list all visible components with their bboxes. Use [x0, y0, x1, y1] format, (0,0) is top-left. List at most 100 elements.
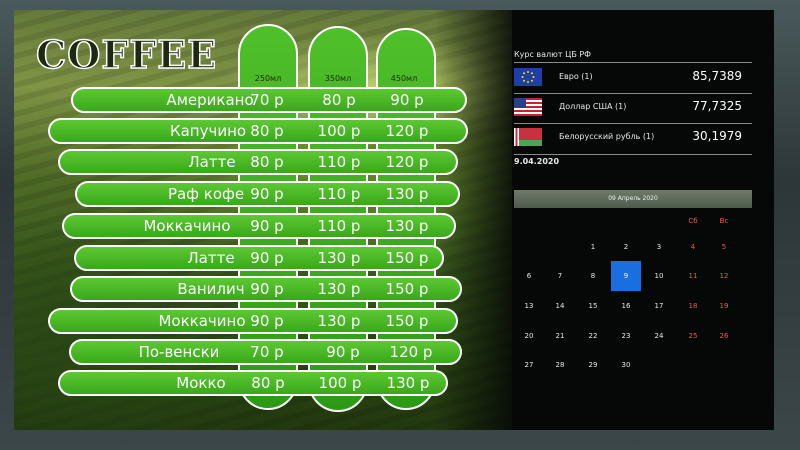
calendar-header: 09 Апрель 2020	[514, 190, 752, 208]
drink-name: Американо	[166, 91, 254, 109]
calendar-day: 4	[690, 243, 696, 251]
size-label-250: 250мл	[254, 74, 282, 83]
drink-name: Мокко	[176, 374, 226, 392]
calendar-day: 10	[654, 272, 664, 280]
calendar-day: 21	[555, 332, 565, 340]
calendar-day: 7	[557, 272, 563, 280]
currency-row-byn: Белорусский рубль (1) 30,1979	[514, 128, 754, 150]
menu-row: Капучино 80 р 100 р 120 р	[48, 118, 468, 144]
calendar-day: 28	[555, 361, 565, 369]
price-small: 90 р	[250, 312, 284, 330]
calendar-day: 11	[688, 272, 698, 280]
calendar-day: 22	[588, 332, 598, 340]
rates-date: 9.04.2020	[514, 157, 560, 166]
menu-row: По-венски 70 р 90 р 120 р	[69, 339, 462, 365]
price-small: 80 р	[251, 374, 285, 392]
calendar-day: 25	[688, 332, 698, 340]
price-small: 80 р	[250, 122, 284, 140]
drink-name: Моккачино	[158, 312, 246, 330]
drink-name: Латте	[187, 249, 235, 267]
menu-row: Мокко 80 р 100 р 130 р	[58, 370, 448, 396]
price-small: 90 р	[250, 280, 284, 298]
calendar-day: 8	[590, 272, 596, 280]
price-small: 80 р	[250, 153, 284, 171]
us-flag-icon	[514, 98, 542, 116]
calendar-day: 9	[611, 261, 641, 291]
currency-name: Доллар США (1)	[559, 102, 627, 111]
price-large: 150 р	[385, 280, 429, 298]
price-medium: 130 р	[317, 280, 361, 298]
price-large: 120 р	[389, 343, 433, 361]
weekday-label-sun: Вс	[719, 217, 729, 225]
price-medium: 130 р	[317, 249, 361, 267]
price-small: 90 р	[250, 217, 284, 235]
drink-name: Капучино	[169, 122, 247, 140]
calendar-day: 18	[688, 302, 698, 310]
price-medium: 100 р	[318, 374, 362, 392]
calendar-day: 27	[524, 361, 534, 369]
price-medium: 100 р	[317, 122, 361, 140]
price-large: 130 р	[385, 217, 429, 235]
price-small: 90 р	[250, 185, 284, 203]
calendar-day: 12	[719, 272, 729, 280]
currency-name: Белорусский рубль (1)	[559, 132, 655, 141]
info-panel	[512, 10, 774, 430]
calendar-day: 6	[526, 272, 532, 280]
drink-name: Ванилич	[177, 280, 245, 298]
drink-name: По-венски	[138, 343, 220, 361]
divider	[514, 123, 752, 124]
currency-value: 85,7389	[692, 69, 742, 83]
calendar-day: 2	[623, 243, 629, 251]
menu-title: COFFEE	[35, 31, 218, 78]
price-medium: 110 р	[317, 185, 361, 203]
price-small: 70 р	[250, 343, 284, 361]
calendar-day: 26	[719, 332, 729, 340]
currency-name: Евро (1)	[559, 72, 593, 81]
menu-row: Латте 90 р 130 р 150 р	[74, 245, 444, 271]
by-flag-icon	[514, 128, 542, 146]
size-label-450: 450мл	[390, 74, 418, 83]
price-large: 130 р	[386, 374, 430, 392]
price-large: 90 р	[390, 91, 424, 109]
calendar-day: 14	[555, 302, 565, 310]
calendar-day: 1	[590, 243, 596, 251]
calendar-day: 15	[588, 302, 598, 310]
menu-row: Американо 70 р 80 р 90 р	[71, 87, 467, 113]
price-small: 90 р	[250, 249, 284, 267]
price-large: 150 р	[385, 312, 429, 330]
weekday-label-sat: Сб	[688, 217, 698, 225]
divider	[514, 93, 752, 94]
display-screen: COFFEE 250мл 350мл 450мл Американо 70 р …	[14, 10, 774, 430]
calendar-day: 19	[719, 302, 729, 310]
menu-row: Латте 80 р 110 р 120 р	[58, 149, 458, 175]
calendar-day: 23	[621, 332, 631, 340]
currency-value: 30,1979	[692, 129, 742, 143]
drink-name: Латте	[188, 153, 236, 171]
drink-name: Раф кофе	[167, 185, 245, 203]
calendar-day: 20	[524, 332, 534, 340]
drink-name: Моккачино	[143, 217, 231, 235]
price-large: 120 р	[385, 153, 429, 171]
menu-row: Моккачино 90 р 110 р 130 р	[62, 213, 456, 239]
menu-row: Моккачино 90 р 130 р 150 р	[48, 308, 458, 334]
calendar-day: 16	[621, 302, 631, 310]
calendar-day: 24	[654, 332, 664, 340]
price-large: 120 р	[385, 122, 429, 140]
price-medium: 90 р	[326, 343, 360, 361]
price-medium: 130 р	[317, 312, 361, 330]
divider	[514, 154, 752, 155]
price-large: 150 р	[385, 249, 429, 267]
price-medium: 110 р	[317, 153, 361, 171]
price-large: 130 р	[385, 185, 429, 203]
menu-row: Ванилич 90 р 130 р 150 р	[70, 276, 462, 302]
calendar-day: 3	[656, 243, 662, 251]
divider	[514, 62, 752, 63]
price-small: 70 р	[250, 91, 284, 109]
currency-row-eur: Евро (1) 85,7389	[514, 68, 754, 90]
currency-row-usd: Доллар США (1) 77,7325	[514, 98, 754, 120]
price-medium: 110 р	[317, 217, 361, 235]
size-label-350: 350мл	[324, 74, 352, 83]
calendar-day: 13	[524, 302, 534, 310]
calendar-day: 5	[721, 243, 727, 251]
calendar-day: 29	[588, 361, 598, 369]
